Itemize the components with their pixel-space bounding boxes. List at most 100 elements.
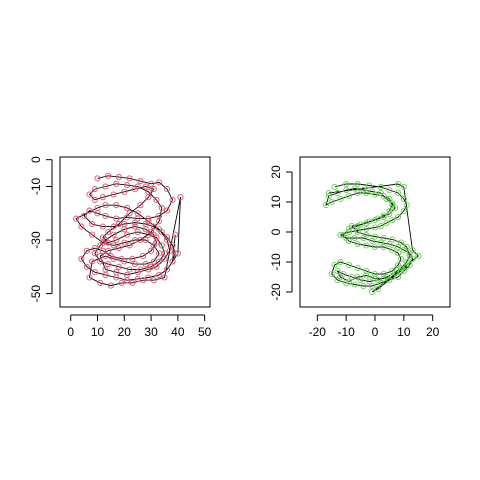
data-point: [113, 269, 120, 276]
right-scatter-panel: -20 -10 0 10 20 20 10 0 -10 -20: [269, 156, 451, 339]
data-point: [148, 180, 155, 187]
data-point: [161, 255, 168, 262]
data-point: [369, 188, 376, 195]
data-point: [366, 182, 373, 189]
data-point: [389, 216, 396, 224]
plot-frame: [299, 156, 451, 308]
data-point: [360, 186, 367, 194]
data-point: [392, 269, 399, 276]
data-point: [110, 255, 117, 262]
data-point: [91, 269, 98, 276]
x-tick-label: 20: [118, 325, 132, 339]
data-point: [91, 186, 98, 193]
data-point: [164, 186, 171, 193]
data-point: [354, 264, 361, 272]
data-point: [363, 219, 370, 227]
data-point: [153, 234, 160, 241]
data-point: [374, 285, 381, 293]
data-point: [395, 180, 402, 188]
data-point: [371, 270, 379, 278]
data-point: [145, 218, 152, 225]
data-point: [89, 220, 96, 228]
data-point: [99, 239, 106, 246]
data-point: [121, 188, 128, 195]
data-point: [126, 210, 133, 217]
data-point: [86, 207, 93, 214]
data-point: [328, 270, 335, 278]
data-point: [406, 252, 413, 260]
data-point: [131, 261, 139, 268]
data-point: [164, 236, 171, 244]
x-tick-label: 10: [91, 325, 105, 339]
data-point: [105, 172, 112, 179]
data-point: [150, 258, 157, 265]
data-point: [99, 223, 106, 230]
data-point: [403, 243, 410, 251]
data-point: [126, 175, 133, 182]
data-point: [377, 183, 384, 191]
data-point: [158, 204, 165, 211]
data-point: [395, 249, 402, 257]
data-point: [123, 204, 131, 211]
data-point: [357, 221, 364, 228]
data-point: [363, 242, 370, 249]
y-tick-label: 0: [29, 156, 43, 163]
data-point: [337, 231, 344, 239]
data-point: [340, 231, 347, 239]
data-point: [400, 195, 407, 203]
data-point: [110, 231, 117, 238]
data-point: [354, 228, 361, 236]
y-tick-label: -30: [29, 231, 43, 249]
data-point: [91, 196, 98, 203]
y-tick-label: 0: [269, 228, 283, 235]
data-point: [386, 240, 393, 248]
data-point: [351, 234, 358, 242]
data-point: [105, 247, 112, 254]
data-point: [161, 274, 168, 281]
data-point: [126, 242, 133, 249]
data-point: [409, 246, 416, 254]
data-point: [386, 195, 393, 203]
data-point: [150, 277, 157, 284]
data-point: [139, 253, 147, 260]
data-point: [105, 228, 112, 236]
data-point: [113, 180, 120, 187]
data-point: [142, 261, 149, 268]
data-point: [363, 267, 370, 275]
data-point: [403, 258, 410, 266]
x-tick-label: 30: [144, 325, 158, 339]
data-point: [374, 215, 381, 222]
data-point: [325, 189, 332, 197]
x-tick-label: 40: [171, 325, 185, 339]
data-point: [348, 222, 355, 230]
data-point: [174, 250, 181, 257]
data-point: [137, 202, 144, 209]
data-point: [150, 242, 157, 249]
data-point: [134, 210, 141, 217]
data-point: [107, 282, 114, 289]
data-point: [377, 239, 384, 246]
data-point: [345, 261, 353, 269]
data-point: [73, 215, 80, 222]
data-point: [363, 231, 370, 239]
data-point: [415, 252, 422, 260]
data-point: [380, 275, 387, 282]
data-point: [345, 278, 353, 285]
data-point: [139, 277, 147, 284]
data-point: [366, 218, 373, 225]
data-point: [351, 185, 358, 192]
data-point: [145, 274, 152, 281]
data-point: [172, 250, 179, 257]
data-point: [113, 202, 120, 209]
plot-frame: [59, 156, 211, 308]
data-point: [389, 246, 396, 254]
data-point: [369, 288, 376, 296]
data-point: [395, 189, 402, 197]
data-point: [345, 237, 353, 245]
data-point: [366, 278, 373, 285]
data-point: [345, 228, 353, 236]
data-point: [334, 189, 341, 197]
data-point: [134, 269, 141, 276]
data-point: [348, 273, 355, 281]
